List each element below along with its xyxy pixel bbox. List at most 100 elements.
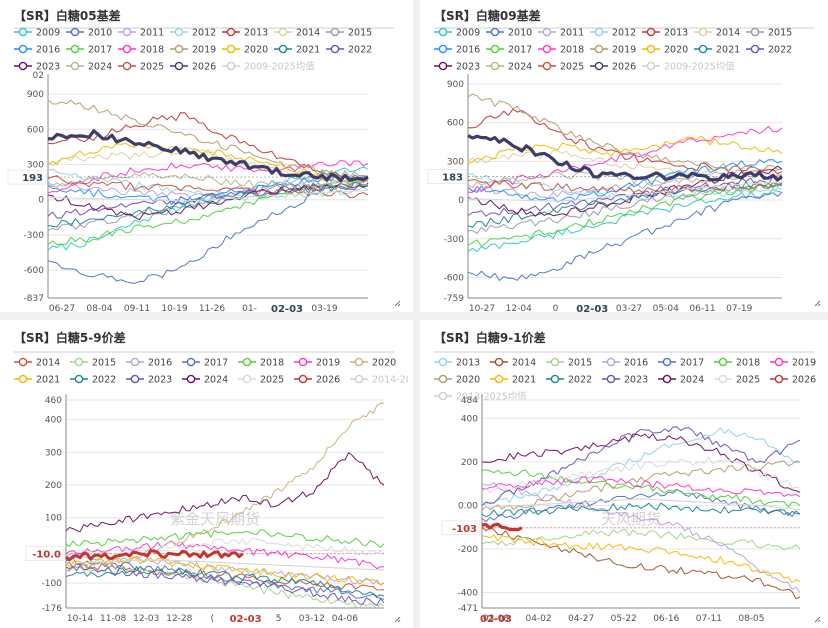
chart2-legend-item-2016[interactable]: 2016 xyxy=(126,358,172,369)
chart2-ytick-label: 200 xyxy=(45,481,62,491)
chart3-legend-item-2023[interactable]: 2023 xyxy=(602,375,648,386)
chart0-ytick-label: 600 xyxy=(27,125,44,135)
chart0-legend-item-2010[interactable]: 2010 xyxy=(66,28,112,39)
chart2-legend-item-2021[interactable]: 2021 xyxy=(14,375,60,386)
chart3-legend-item-2018[interactable]: 2018 xyxy=(714,358,760,369)
chart3-legend-item-2021[interactable]: 2021 xyxy=(490,375,536,386)
chart1-legend-item-2019[interactable]: 2019 xyxy=(590,45,636,56)
chart0-legend-item-2024[interactable]: 2024 xyxy=(66,62,112,73)
chart2-xtick-label: ( xyxy=(211,614,215,624)
chart3-xtick-label: 05-22 xyxy=(611,614,637,624)
chart0-legend-label: 2016 xyxy=(36,45,60,56)
chart3-legend-item-2013[interactable]: 2013 xyxy=(434,358,480,369)
chart2-legend-item-2014[interactable]: 2014 xyxy=(14,358,60,369)
chart0-legend-item-2023[interactable]: 2023 xyxy=(14,62,60,73)
chart3-legend-item-2019[interactable]: 2019 xyxy=(770,358,816,369)
chart1-legend-item-2025[interactable]: 2025 xyxy=(538,62,584,73)
chart1-legend-item-2013[interactable]: 2013 xyxy=(642,28,688,39)
chart1-legend-item-2010[interactable]: 2010 xyxy=(486,28,532,39)
chart1-legend-item-2011[interactable]: 2011 xyxy=(538,28,584,39)
chart2-legend-item-2022[interactable]: 2022 xyxy=(70,375,116,386)
chart1-legend-item-2009-2025均值[interactable]: 2009-2025均值 xyxy=(642,61,735,73)
chart-svg-sr-9-1-spread: 【SR】白糖9-1价差 2013 2014 2015 2016 2017 2018 2019 2… xyxy=(434,330,821,625)
chart2-legend-item-2015[interactable]: 2015 xyxy=(70,358,116,369)
chart0-legend-item-2020[interactable]: 2020 xyxy=(222,45,268,56)
chart2-legend-item-2020[interactable]: 2020 xyxy=(350,358,396,369)
chart3-legend-item-2015[interactable]: 2015 xyxy=(546,358,592,369)
chart3-series-2016 xyxy=(481,482,801,593)
chart-panel-sr09-basis: 【SR】白糖09基差 2009 2010 2011 2012 2013 2014 2015 20… xyxy=(420,0,828,312)
chart1-resize-grip[interactable] xyxy=(814,300,821,307)
chart2-ymarker-box xyxy=(25,546,65,562)
chart0-legend-item-2019[interactable]: 2019 xyxy=(170,45,216,56)
chart0-legend-item-2011[interactable]: 2011 xyxy=(118,28,164,39)
chart3-legend-item-2026[interactable]: 2026 xyxy=(770,375,816,386)
chart1-legend-item-2015[interactable]: 2015 xyxy=(746,28,792,39)
chart1-legend-item-2016[interactable]: 2016 xyxy=(434,45,480,56)
chart0-series-2026 xyxy=(47,129,369,183)
chart3-legend-item-2017[interactable]: 2017 xyxy=(658,358,704,369)
chart0-legend-item-2015[interactable]: 2015 xyxy=(326,28,372,39)
chart3-resize-grip[interactable] xyxy=(814,616,821,623)
chart0-legend-item-2014[interactable]: 2014 xyxy=(274,28,320,39)
chart2-legend-item-2025[interactable]: 2025 xyxy=(238,375,284,386)
chart1-legend-item-2017[interactable]: 2017 xyxy=(486,45,532,56)
chart0-legend-item-2025[interactable]: 2025 xyxy=(118,62,164,73)
chart2-legend-label: 2019 xyxy=(316,358,340,369)
chart1-legend-item-2024[interactable]: 2024 xyxy=(486,62,532,73)
chart2-resize-grip[interactable] xyxy=(394,616,401,623)
chart3-legend-item-2022[interactable]: 2022 xyxy=(546,375,592,386)
chart3-series-2013 xyxy=(481,427,801,506)
chart1-series-2021 xyxy=(467,181,783,228)
chart0-legend-label: 2026 xyxy=(192,62,216,73)
chart3-legend-item-2025[interactable]: 2025 xyxy=(714,375,760,386)
chart2-xtick-label: 03-12 xyxy=(299,614,325,624)
chart1-legend-item-2023[interactable]: 2023 xyxy=(434,62,480,73)
chart0-legend-label: 2020 xyxy=(244,45,268,56)
chart2-legend-item-2018[interactable]: 2018 xyxy=(238,358,284,369)
chart0-series-2013 xyxy=(47,112,369,182)
chart0-xtick-current-date: 02-03 xyxy=(271,304,303,312)
chart2-legend-item-2014-2025均值[interactable]: 2014-2025均值 xyxy=(350,374,408,386)
chart0-legend-item-2009[interactable]: 2009 xyxy=(14,28,60,39)
chart1-legend-item-2021[interactable]: 2021 xyxy=(694,45,740,56)
chart2-legend-item-2026[interactable]: 2026 xyxy=(294,375,340,386)
chart1-legend-label: 2009-2025均值 xyxy=(664,61,735,73)
chart3-legend-item-2024[interactable]: 2024 xyxy=(658,375,704,386)
chart0-legend-item-2018[interactable]: 2018 xyxy=(118,45,164,56)
chart0-legend-item-2009-2025均值[interactable]: 2009-2025均值 xyxy=(222,61,315,73)
chart3-xtick-current-date: 02-03 xyxy=(480,614,512,625)
chart0-legend-item-2012[interactable]: 2012 xyxy=(170,28,216,39)
chart2-legend-item-2023[interactable]: 2023 xyxy=(126,375,172,386)
chart2-legend-item-2017[interactable]: 2017 xyxy=(182,358,228,369)
chart1-legend-item-2026[interactable]: 2026 xyxy=(590,62,636,73)
chart0-legend-item-2013[interactable]: 2013 xyxy=(222,28,268,39)
chart0-legend-item-2022[interactable]: 2022 xyxy=(326,45,372,56)
chart2-ytick-label: -176 xyxy=(42,604,63,614)
chart2-legend-label: 2024 xyxy=(204,375,228,386)
chart3-legend-label: 2025 xyxy=(736,375,760,386)
chart2-legend-item-2024[interactable]: 2024 xyxy=(182,375,228,386)
chart1-legend-item-2012[interactable]: 2012 xyxy=(590,28,636,39)
chart3-legend-item-2020[interactable]: 2020 xyxy=(434,375,480,386)
chart1-ytick-label: 300 xyxy=(447,157,464,167)
chart2-legend-label: 2018 xyxy=(260,358,284,369)
chart3-legend-item-2013-2025均值[interactable]: 2013-2025均值 xyxy=(434,391,527,403)
chart0-legend-item-2026[interactable]: 2026 xyxy=(170,62,216,73)
chart2-legend-item-2019[interactable]: 2019 xyxy=(294,358,340,369)
chart0-series-2016 xyxy=(47,174,369,206)
chart1-legend-item-2009[interactable]: 2009 xyxy=(434,28,480,39)
chart1-legend-item-2020[interactable]: 2020 xyxy=(642,45,688,56)
chart0-ytick-label: 900 xyxy=(27,90,44,100)
chart3-legend-item-2016[interactable]: 2016 xyxy=(602,358,648,369)
chart2-legend-label: 2020 xyxy=(372,358,396,369)
chart1-legend-item-2014[interactable]: 2014 xyxy=(694,28,740,39)
chart0-xtick-label: 06-27 xyxy=(49,304,75,312)
chart1-legend-item-2022[interactable]: 2022 xyxy=(746,45,792,56)
chart0-resize-grip[interactable] xyxy=(394,300,401,307)
chart1-legend-item-2018[interactable]: 2018 xyxy=(538,45,584,56)
chart0-legend-item-2017[interactable]: 2017 xyxy=(66,45,112,56)
chart0-legend-item-2021[interactable]: 2021 xyxy=(274,45,320,56)
chart0-legend-item-2016[interactable]: 2016 xyxy=(14,45,60,56)
chart3-legend-item-2014[interactable]: 2014 xyxy=(490,358,536,369)
